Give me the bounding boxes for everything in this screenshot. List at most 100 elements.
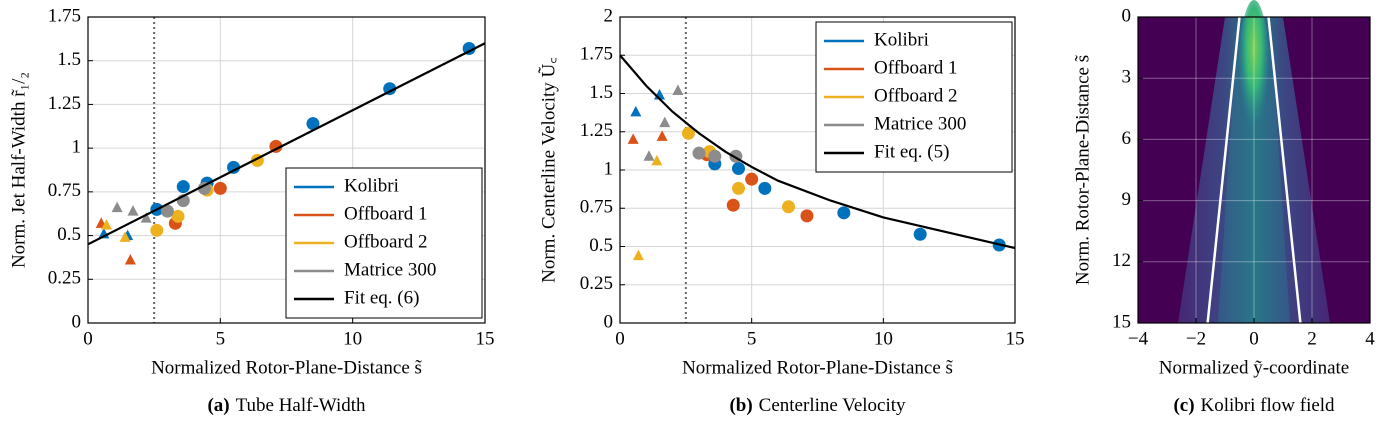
circle-point: [732, 181, 745, 195]
circle-point: [782, 200, 796, 214]
circle-point: [745, 172, 759, 186]
triangle-point: [627, 133, 639, 144]
y-tick-label: 1.5: [57, 49, 81, 70]
triangle-point: [643, 150, 655, 161]
y-tick-label: 1.25: [580, 120, 613, 141]
legend-label: Offboard 2: [874, 85, 958, 106]
triangle-point: [672, 84, 684, 95]
legend-label: Kolibri: [874, 29, 929, 50]
y-tick-label: 0.25: [48, 268, 81, 289]
circle-point: [681, 126, 695, 140]
y-tick-label: 1.25: [48, 93, 81, 114]
triangle-point: [127, 205, 139, 216]
legend-label: Kolibri: [344, 175, 399, 196]
caption-text: Tube Half-Width: [236, 395, 366, 416]
line-series: [619, 54, 1016, 250]
x-tick-label: 10: [343, 328, 362, 349]
legend-label: Offboard 1: [344, 203, 428, 224]
triangle-point: [140, 212, 152, 223]
circle-point: [837, 206, 851, 220]
y-tick-label: 0: [72, 311, 82, 332]
triangle-point: [119, 231, 131, 242]
circle-point: [171, 209, 185, 223]
circle-point: [306, 117, 320, 131]
x-tick-label: 5: [216, 328, 226, 349]
y-axis-label: Norm. Centerline Velocity Ũ꜀: [537, 57, 559, 283]
plots: 0 5 10 1500.250.50.7511.251.51.75KolibriOff…: [8, 5, 1375, 416]
y-tick-label: 6: [1122, 128, 1132, 149]
legend-label: Fit eq. (5): [874, 141, 949, 162]
triangle-point: [124, 254, 136, 265]
y-tick-label: 0.25: [580, 273, 613, 294]
x-tick-label: 4: [1365, 328, 1375, 349]
caption-text: Centerline Velocity: [759, 395, 906, 416]
x-tick-label: 10: [874, 328, 893, 349]
y-tick-label: 15: [1112, 311, 1131, 332]
circle-point: [197, 181, 211, 195]
caption-text: Kolibri flow field: [1201, 395, 1336, 416]
caption-label: (a): [207, 395, 229, 416]
x-axis-label: Normalized Rotor-Plane-Distance s̃: [682, 357, 953, 378]
circle-point: [150, 223, 164, 237]
legend-label: Matrice 300: [874, 113, 966, 134]
y-tick-label: 3: [1122, 67, 1132, 88]
y-tick-label: 1.75: [580, 44, 613, 65]
caption-label: (b): [729, 395, 752, 416]
y-tick-label: 0.75: [580, 197, 613, 218]
triangle-point: [651, 154, 663, 166]
y-tick-label: 1.75: [48, 5, 81, 26]
x-tick-label: 0: [615, 328, 625, 349]
caption: (b) Centerline Velocity: [729, 395, 906, 416]
y-tick-label: 0.5: [589, 235, 613, 256]
x-tick-label: 2: [1307, 328, 1317, 349]
caption-label: (c): [1173, 395, 1194, 416]
line-series: [1267, 16, 1302, 324]
y-tick-label: 1: [72, 137, 82, 158]
circle-point: [913, 227, 927, 241]
circle-point: [227, 160, 241, 174]
legend-label: Offboard 1: [874, 57, 958, 78]
circle-point: [708, 149, 722, 163]
plot-frame: [1137, 16, 1371, 324]
triangle-point: [111, 201, 123, 213]
y-tick-label: 1.5: [589, 82, 613, 103]
triangle-point: [630, 105, 642, 117]
triangle-point: [101, 219, 113, 230]
circle-point: [800, 209, 814, 223]
triangle-point: [632, 249, 644, 261]
x-tick-label: 5: [747, 328, 757, 349]
plot-frame: [87, 16, 486, 324]
legend-label: Matrice 300: [344, 259, 436, 280]
legend-label: Fit eq. (6): [344, 287, 419, 308]
y-tick-label: 9: [1122, 189, 1132, 210]
y-tick-label: 12: [1112, 250, 1131, 271]
triangle-point: [659, 116, 671, 128]
x-axis-label: Normalized ỹ-coordinate: [1159, 357, 1349, 378]
circle-point: [726, 198, 740, 212]
caption: (a) Tube Half-Width: [207, 395, 366, 416]
x-tick-label: −4: [1128, 328, 1149, 349]
x-tick-label: 15: [476, 328, 495, 349]
x-tick-label: 15: [1006, 328, 1025, 349]
y-tick-label: 2: [604, 5, 614, 26]
x-tick-label: 0: [83, 328, 93, 349]
x-tick-label: −2: [1186, 328, 1206, 349]
caption: (c) Kolibri flow field: [1173, 395, 1335, 416]
y-tick-label: 1: [604, 158, 614, 179]
circle-point: [160, 204, 174, 218]
circle-point: [213, 181, 227, 195]
x-tick-label: 0: [1249, 328, 1259, 349]
circle-point: [732, 161, 745, 175]
circle-point: [692, 146, 706, 160]
y-axis-label: Norm. Rotor-Plane-Distance s̃: [1072, 54, 1093, 285]
y-tick-label: 0.75: [48, 180, 81, 201]
y-tick-label: 0: [604, 311, 614, 332]
circle-point: [758, 181, 772, 195]
y-tick-label: 0.5: [57, 224, 81, 245]
y-axis-label: Norm. Jet Half-Width r̃₁/₂: [8, 72, 29, 268]
circle-point: [176, 180, 190, 194]
y-tick-label: 0: [1122, 5, 1132, 26]
line-series: [87, 42, 486, 246]
x-axis-label: Normalized Rotor-Plane-Distance s̃: [151, 357, 422, 378]
